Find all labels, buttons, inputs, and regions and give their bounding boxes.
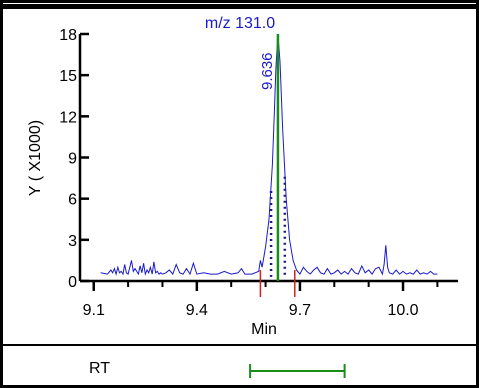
x-axis-label: Min — [251, 321, 277, 338]
y-tick-label: 15 — [59, 68, 77, 85]
peak-rt-label: 9.636 — [259, 52, 276, 90]
x-tick-label: 10.0 — [387, 302, 418, 319]
y-axis-label: Y ( X1000) — [27, 120, 44, 196]
x-tick-label: 9.1 — [83, 302, 105, 319]
y-tick-label: 0 — [68, 274, 77, 291]
y-tick-label: 18 — [59, 27, 77, 44]
chromatogram-trace — [100, 33, 438, 276]
y-tick-label: 6 — [68, 192, 77, 209]
y-axis-ticks: 0 3 6 9 12 15 18 — [59, 27, 89, 291]
x-tick-label: 9.4 — [186, 302, 208, 319]
y-tick-label: 9 — [68, 151, 77, 168]
y-tick-label: 12 — [59, 109, 77, 126]
chart-title: m/z 131.0 — [205, 15, 275, 32]
y-tick-label: 3 — [68, 233, 77, 250]
rt-label: RT — [89, 360, 110, 377]
peak-fill-dots — [269, 176, 287, 277]
x-tick-label: 9.7 — [289, 302, 311, 319]
x-axis-ticks: 9.1 9.4 9.7 10.0 — [83, 281, 439, 319]
